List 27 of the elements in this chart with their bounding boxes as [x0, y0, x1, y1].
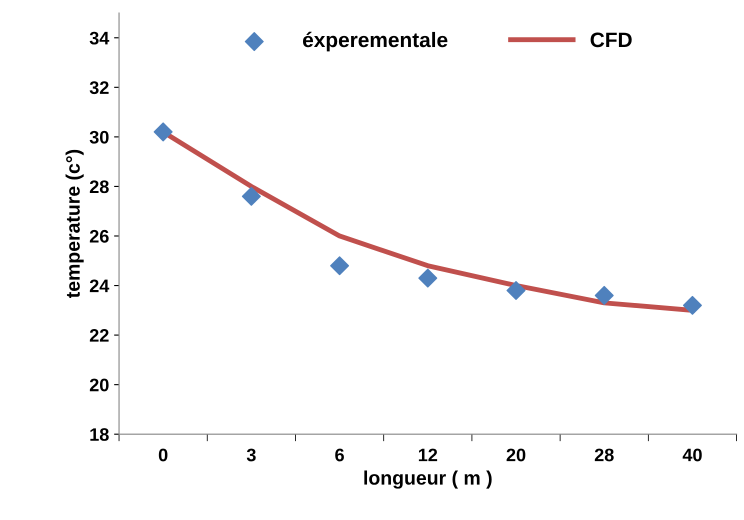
point: [418, 268, 438, 288]
legend-label: CFD: [590, 32, 632, 48]
y-tick-label: 24: [90, 279, 110, 292]
point: [682, 296, 702, 315]
y-tick-label: 26: [90, 230, 109, 243]
y-tick-label: 30: [90, 130, 109, 144]
legend-label: éxperementale: [303, 32, 448, 52]
y-tick-label: 32: [90, 81, 109, 94]
x-axis-title: longueur ( m ): [364, 470, 492, 489]
point: [242, 186, 261, 206]
point: [330, 256, 350, 276]
y-tick-label: 18: [90, 428, 109, 441]
x-tick-label: 3: [246, 448, 256, 462]
y-axis-title: temperature (c°): [66, 150, 84, 298]
point: [594, 286, 614, 305]
x-tick-label: 28: [594, 448, 614, 462]
point: [506, 281, 526, 300]
y-tick-label: 34: [90, 32, 110, 45]
x-tick-label: 0: [158, 448, 168, 462]
point: [154, 122, 173, 142]
x-tick-label: 40: [682, 448, 702, 462]
x-tick-label: 6: [335, 448, 344, 462]
y-tick-label: 28: [90, 180, 109, 194]
y-tick-label: 22: [90, 329, 109, 342]
x-tick-label: 20: [506, 448, 526, 462]
x-tick-label: 12: [418, 448, 438, 462]
y-tick-label: 20: [90, 378, 109, 392]
